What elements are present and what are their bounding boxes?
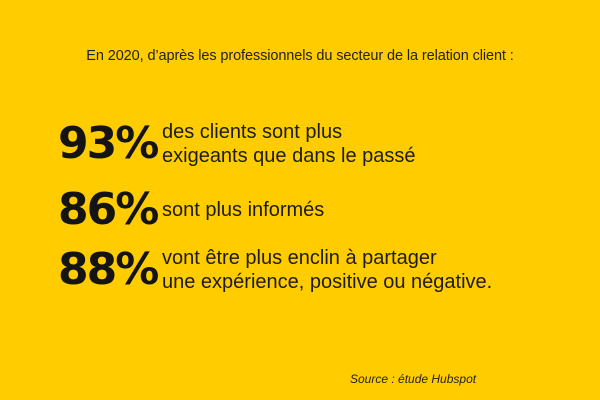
stat-description: sont plus informés (162, 199, 325, 221)
stat-description: vont être plus enclin à partager une exp… (162, 247, 493, 293)
stat-percentage: 93% (58, 118, 159, 169)
stat-row: 93% des clients sont plus exigeants que … (58, 120, 416, 168)
stat-description: des clients sont plus exigeants que dans… (162, 121, 416, 167)
stat-percentage: 86% (58, 184, 159, 235)
stat-row: 86% sont plus informés (58, 188, 324, 232)
source-citation: Source : étude Hubspot (350, 372, 477, 386)
intro-text: En 2020, d’après les professionnels du s… (86, 48, 514, 64)
stat-percentage: 88% (58, 244, 159, 295)
stat-row: 88% vont être plus enclin à partager une… (58, 246, 492, 294)
